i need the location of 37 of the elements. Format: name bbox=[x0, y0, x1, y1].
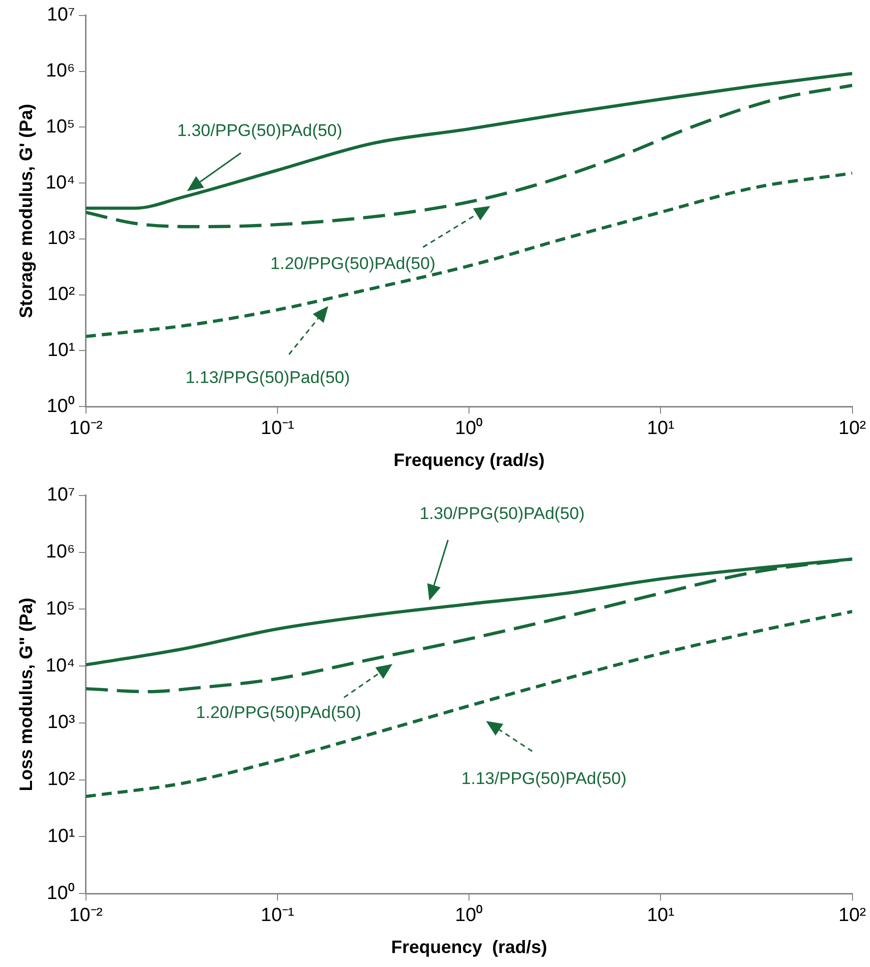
x-tick-label: 10⁰ bbox=[455, 417, 484, 440]
x-tick-label: 10⁻¹ bbox=[260, 905, 294, 926]
y-tick-label: 10⁶ bbox=[46, 542, 75, 563]
y-tick-label: 10¹ bbox=[47, 340, 75, 361]
x-tick-label: 10⁻¹ bbox=[260, 418, 294, 440]
annotation: 1.20/PPG(50)PAd(50) bbox=[196, 702, 362, 723]
x-tick-label: 10⁻² bbox=[69, 905, 103, 926]
y-tick-label: 10⁰ bbox=[46, 394, 75, 417]
x-tick-label: 10² bbox=[838, 905, 866, 926]
annotation: 1.13/PPG(50)Pad(50) bbox=[185, 368, 350, 388]
x-tick-label: 10⁰ bbox=[455, 904, 484, 926]
line-series bbox=[86, 610, 852, 798]
annotation: 1.20/PPG(50)PAd(50) bbox=[270, 254, 436, 274]
x-axis-title: Frequency (rad/s) bbox=[391, 937, 548, 958]
y-tick-label: 10⁴ bbox=[46, 655, 75, 676]
y-tick-label: 10⁶ bbox=[46, 60, 75, 82]
y-axis-title: Loss modulus, G" (Pa) bbox=[16, 598, 36, 792]
y-tick-label: 10³ bbox=[47, 712, 75, 734]
y-tick-label: 10⁵ bbox=[46, 116, 75, 138]
y-tick-label: 10¹ bbox=[47, 826, 75, 847]
y-axis-title: Storage modulus, G' (Pa) bbox=[16, 104, 36, 318]
y-tick-label: 10⁵ bbox=[46, 598, 75, 620]
y-tick-label: 10⁷ bbox=[46, 4, 76, 26]
y-tick-label: 10⁴ bbox=[46, 172, 75, 194]
y-tick-label: 10⁰ bbox=[46, 882, 75, 904]
x-tick-label: 10¹ bbox=[646, 418, 674, 440]
y-tick-label: 10⁷ bbox=[46, 484, 76, 506]
annotation: 1.30/PPG(50)PAd(50) bbox=[420, 504, 585, 524]
y-tick-label: 10² bbox=[47, 769, 75, 790]
y-tick-label: 10³ bbox=[47, 228, 75, 250]
y-tick-label: 10² bbox=[47, 284, 75, 306]
annotation: 1.13/PPG(50)PAd(50) bbox=[461, 768, 626, 789]
x-axis-title: Frequency (rad/s) bbox=[394, 450, 545, 470]
x-tick-label: 10⁻² bbox=[69, 418, 103, 440]
x-tick-label: 10² bbox=[838, 418, 866, 440]
annotation: 1.30/PPG(50)PAd(50) bbox=[177, 120, 342, 141]
x-tick-label: 10¹ bbox=[646, 905, 674, 926]
